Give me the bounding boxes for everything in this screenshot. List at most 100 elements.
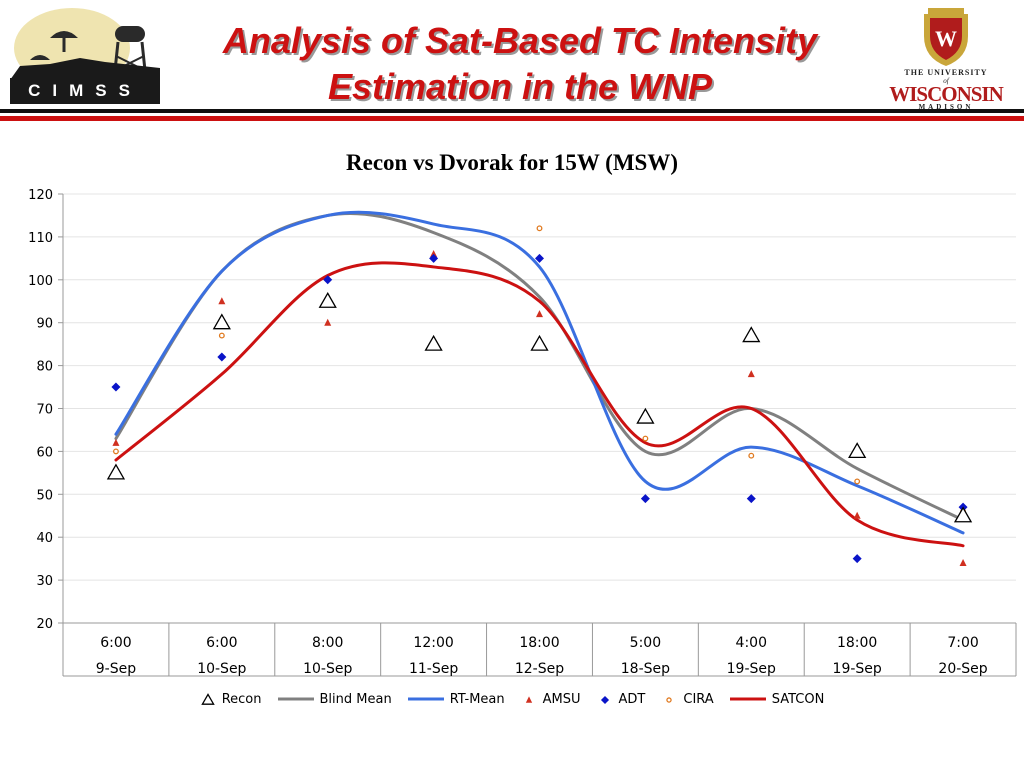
uw-logo-of-text: of xyxy=(943,77,949,85)
data-point-adt xyxy=(217,352,227,362)
data-point-recon xyxy=(742,326,761,343)
data-point-cira xyxy=(218,332,225,339)
legend-marker xyxy=(525,696,532,703)
y-tick-label: 100 xyxy=(28,274,53,289)
legend-swatch-adt xyxy=(600,695,609,705)
uw-crest-letter: W xyxy=(935,26,957,51)
data-point-adt xyxy=(535,253,544,263)
slide-header: CIMSS Analysis of Sat-Based TC Intensity… xyxy=(0,0,1024,124)
x-tick-date-label: 10-Sep xyxy=(303,661,352,677)
slide-title-line-2: Estimation in the WNP xyxy=(327,66,712,107)
data-point-adt xyxy=(429,253,439,263)
data-point-adt xyxy=(746,494,756,504)
legend-item-amsu: AMSU xyxy=(521,691,581,707)
legend-item-satcon: SATCON xyxy=(729,691,825,707)
cimss-logo: CIMSS xyxy=(10,8,160,106)
legend-marker xyxy=(600,695,609,705)
x-tick-time-label: 18:00 xyxy=(837,635,877,651)
data-point-cira xyxy=(854,478,861,485)
data-point-cira xyxy=(112,448,119,455)
slide-title: Analysis of Sat-Based TC Intensity Estim… xyxy=(170,18,870,110)
x-tick-time-label: 12:00 xyxy=(413,635,453,651)
data-point-amsu xyxy=(536,310,543,318)
data-point-adt xyxy=(852,554,862,564)
y-tick-label: 80 xyxy=(36,360,53,375)
y-tick-label: 70 xyxy=(36,403,53,418)
legend-label: Blind Mean xyxy=(319,691,392,707)
legend-swatch-amsu xyxy=(525,696,532,703)
x-tick-date-label: 20-Sep xyxy=(938,661,987,677)
data-point-recon xyxy=(530,334,549,351)
data-point-recon xyxy=(424,334,443,351)
uw-logo-madison-text: MADISON xyxy=(918,103,974,111)
data-point-cira xyxy=(748,452,755,459)
data-point-recon xyxy=(212,313,231,330)
legend-item-cira: CIRA xyxy=(661,691,714,707)
chart-markers xyxy=(106,225,973,566)
legend-label: SATCON xyxy=(771,691,825,707)
data-point-amsu xyxy=(853,511,861,519)
x-tick-date-label: 11-Sep xyxy=(409,661,458,677)
y-tick-label: 110 xyxy=(28,231,53,246)
legend-item-rt-mean: RT-Mean xyxy=(407,691,505,707)
y-tick-label: 50 xyxy=(36,488,53,503)
data-point-adt xyxy=(111,382,121,392)
x-tick-date-label: 19-Sep xyxy=(727,661,776,677)
y-tick-label: 120 xyxy=(28,188,53,203)
x-tick-date-label: 12-Sep xyxy=(515,661,564,677)
legend-swatch-recon xyxy=(200,693,215,705)
data-point-amsu xyxy=(324,318,332,326)
data-point-amsu xyxy=(112,438,120,446)
x-tick-time-label: 4:00 xyxy=(736,635,767,651)
legend-swatch-satcon xyxy=(729,697,766,701)
x-tick-time-label: 6:00 xyxy=(206,635,237,651)
cimss-logo-art xyxy=(10,8,160,88)
data-point-cira xyxy=(642,435,649,442)
data-point-cira xyxy=(536,225,543,232)
chart-axes xyxy=(58,193,1017,677)
legend-label: AMSU xyxy=(542,691,581,707)
y-tick-label: 30 xyxy=(36,574,53,589)
data-point-amsu xyxy=(218,297,226,305)
x-tick-time-label: 7:00 xyxy=(947,635,978,651)
x-tick-time-label: 18:00 xyxy=(519,635,559,651)
header-rule-red xyxy=(0,116,1024,121)
legend-marker xyxy=(666,697,673,703)
legend-label: Recon xyxy=(221,691,262,707)
legend-item-adt: ADT xyxy=(597,691,646,707)
uw-crest-icon: W xyxy=(924,8,968,66)
uw-logo-wisconsin-text: WISCONSIN xyxy=(889,82,1004,106)
intensity-chart: 20 30 40 50 60 70 80 90 100 110 120 6:00 9-Sep 6:00 10… xyxy=(28,188,1017,677)
y-tick-label: 90 xyxy=(36,317,53,332)
legend-marker xyxy=(200,693,215,705)
data-point-adt xyxy=(323,275,333,285)
data-point-recon xyxy=(318,291,337,308)
data-point-recon xyxy=(848,442,867,459)
chart-legend: Recon Blind Mean RT-Mean AMSU ADT CIRA SATCON xyxy=(0,688,1024,710)
legend-swatch-rt-mean xyxy=(407,697,444,701)
legend-item-blind-mean: Blind Mean xyxy=(277,691,392,707)
data-point-amsu xyxy=(959,558,967,566)
x-tick-time-label: 8:00 xyxy=(312,635,343,651)
data-point-recon xyxy=(953,506,973,523)
y-tick-label: 40 xyxy=(36,531,53,546)
series-line-satcon xyxy=(114,261,965,548)
cimss-logo-text: CIMSS xyxy=(10,78,160,104)
uw-logo-small-text: THE UNIVERSITY xyxy=(904,68,988,77)
x-tick-date-label: 10-Sep xyxy=(197,661,246,677)
x-tick-date-label: 9-Sep xyxy=(96,661,136,677)
chart-title: Recon vs Dvorak for 15W (MSW) xyxy=(346,150,678,175)
x-tick-time-label: 5:00 xyxy=(630,635,661,651)
data-point-amsu xyxy=(747,370,755,378)
slide-title-line-1: Analysis of Sat-Based TC Intensity xyxy=(222,20,818,61)
x-tick-time-label: 6:00 xyxy=(100,635,131,651)
legend-label: RT-Mean xyxy=(449,691,505,707)
legend-label: ADT xyxy=(618,691,646,707)
header-rule-dark xyxy=(0,109,1024,113)
x-tick-date-label: 18-Sep xyxy=(621,661,670,677)
data-point-recon xyxy=(106,463,126,480)
data-point-recon xyxy=(636,407,655,424)
y-tick-label: 60 xyxy=(36,445,53,460)
x-tick-date-label: 19-Sep xyxy=(833,661,882,677)
legend-label: CIRA xyxy=(683,691,714,707)
